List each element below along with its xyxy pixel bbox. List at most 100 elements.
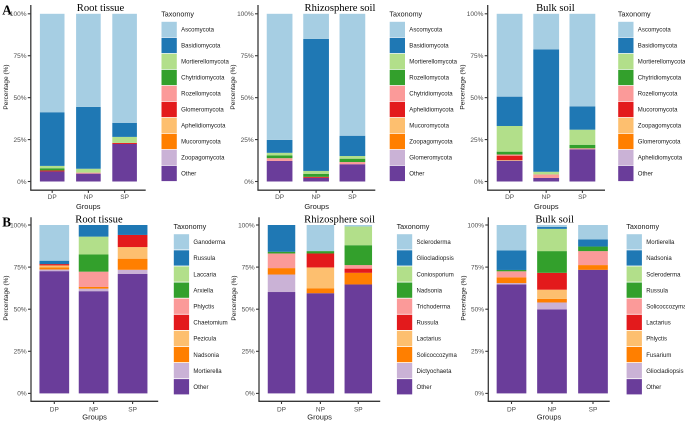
svg-text:Pezicula: Pezicula [193,337,216,343]
svg-text:Mortierellomycota: Mortierellomycota [181,60,229,66]
svg-text:Other: Other [193,385,208,391]
svg-text:Groups: Groups [537,412,562,421]
svg-text:SP: SP [128,407,137,414]
svg-text:Basidiomycota: Basidiomycota [181,44,221,50]
svg-text:SP: SP [354,407,363,414]
svg-text:Coniosporium: Coniosporium [417,272,454,278]
svg-text:Groups: Groups [76,202,101,211]
svg-text:Glomeromycota: Glomeromycota [181,108,224,114]
svg-text:Mortierella: Mortierella [193,369,222,375]
svg-text:Nadsonia: Nadsonia [646,256,672,262]
svg-text:Taxonomy: Taxonomy [397,222,430,231]
svg-text:25%: 25% [471,349,484,356]
svg-text:Arxiella: Arxiella [193,288,213,294]
svg-text:Russula: Russula [646,288,668,294]
svg-text:NP: NP [316,407,325,414]
svg-text:NP: NP [542,194,551,201]
svg-text:Chytridiomycota: Chytridiomycota [409,92,453,98]
svg-text:Basidiomycota: Basidiomycota [638,44,678,50]
svg-text:Laccaria: Laccaria [193,272,216,278]
svg-text:0%: 0% [245,391,255,398]
svg-text:Mucoromycota: Mucoromycota [181,140,221,146]
svg-text:Ganoderma: Ganoderma [193,240,226,246]
svg-text:Basidiomycota: Basidiomycota [409,44,449,50]
svg-text:Groups: Groups [307,412,332,421]
svg-text:Chaetomium: Chaetomium [193,321,227,327]
svg-text:Mucoromycota: Mucoromycota [638,108,678,114]
svg-text:Percentage (%): Percentage (%) [231,275,238,320]
svg-text:Nadsonia: Nadsonia [417,288,443,294]
svg-text:75%: 75% [242,264,255,271]
svg-text:SP: SP [589,407,598,414]
svg-text:Scleroderma: Scleroderma [646,272,681,278]
svg-text:25%: 25% [242,349,255,356]
svg-text:DP: DP [507,407,516,414]
svg-text:Aphelidiomycota: Aphelidiomycota [181,124,226,130]
svg-text:Gliocladiopsis: Gliocladiopsis [646,369,683,375]
svg-text:Scleroderma: Scleroderma [417,240,452,246]
svg-text:Mortierellomycota: Mortierellomycota [638,60,685,66]
svg-text:A: A [2,2,12,17]
svg-text:Percentage (%): Percentage (%) [460,64,467,109]
svg-text:Lactarius: Lactarius [646,321,671,327]
svg-text:Taxonomy: Taxonomy [389,10,422,19]
svg-text:DP: DP [275,194,284,201]
svg-text:Zoopagomycota: Zoopagomycota [409,140,453,146]
svg-text:Root tissue: Root tissue [77,3,125,14]
svg-text:Bulk soil: Bulk soil [536,3,575,14]
svg-text:SP: SP [120,194,129,201]
svg-text:100%: 100% [10,222,27,229]
svg-text:DP: DP [505,194,514,201]
svg-text:0%: 0% [474,179,484,186]
svg-text:Lactarius: Lactarius [417,337,442,343]
svg-text:Solicoccozyma: Solicoccozyma [417,353,458,359]
svg-text:Russula: Russula [193,256,215,262]
svg-text:NP: NP [84,194,93,201]
svg-text:Mortierella: Mortierella [646,240,675,246]
svg-text:0%: 0% [17,179,27,186]
svg-text:25%: 25% [470,137,483,144]
svg-text:Chytridiomycota: Chytridiomycota [638,76,682,82]
svg-text:Phlyctis: Phlyctis [646,337,667,343]
svg-text:Glomeromycota: Glomeromycota [409,156,452,162]
svg-text:Trichoderma: Trichoderma [417,305,451,311]
svg-text:Mucoromycota: Mucoromycota [409,124,449,130]
svg-text:75%: 75% [470,53,483,60]
svg-text:75%: 75% [471,264,484,271]
svg-text:Glomeromycota: Glomeromycota [638,140,681,146]
svg-text:Russula: Russula [417,321,439,327]
svg-text:Percentage (%): Percentage (%) [460,275,467,320]
svg-text:NP: NP [89,407,98,414]
svg-text:Ascomycota: Ascomycota [409,28,443,34]
svg-text:SP: SP [578,194,587,201]
svg-text:Other: Other [417,385,432,391]
svg-text:Zoopagomycota: Zoopagomycota [181,156,225,162]
svg-text:Taxonomy: Taxonomy [626,222,659,231]
svg-text:100%: 100% [467,11,484,18]
svg-text:Groups: Groups [534,202,559,211]
svg-text:Dictyochaeta: Dictyochaeta [417,369,453,375]
svg-text:NP: NP [312,194,321,201]
svg-text:Aphelidiomycota: Aphelidiomycota [409,108,454,114]
svg-text:Chytridiomycota: Chytridiomycota [181,76,225,82]
svg-text:50%: 50% [471,307,484,314]
svg-text:SP: SP [348,194,357,201]
svg-text:Taxonomy: Taxonomy [618,10,651,19]
svg-text:0%: 0% [17,391,27,398]
svg-text:25%: 25% [14,349,27,356]
svg-text:Root tissue: Root tissue [75,214,123,225]
svg-text:50%: 50% [242,307,255,314]
svg-text:Rozellomycota: Rozellomycota [638,92,678,98]
svg-text:Groups: Groups [304,202,329,211]
svg-text:75%: 75% [13,53,26,60]
svg-text:Groups: Groups [82,412,107,421]
svg-text:Solicoccozyma: Solicoccozyma [646,305,685,311]
svg-text:Ascomycota: Ascomycota [638,28,672,34]
svg-text:Rhizosphere soil: Rhizosphere soil [304,214,375,225]
svg-text:Other: Other [181,172,196,178]
svg-text:75%: 75% [241,53,254,60]
svg-text:Ascomycota: Ascomycota [181,28,215,34]
svg-text:DP: DP [277,407,286,414]
svg-text:Rhizosphere soil: Rhizosphere soil [305,3,376,14]
svg-text:Percentage (%): Percentage (%) [230,64,237,109]
